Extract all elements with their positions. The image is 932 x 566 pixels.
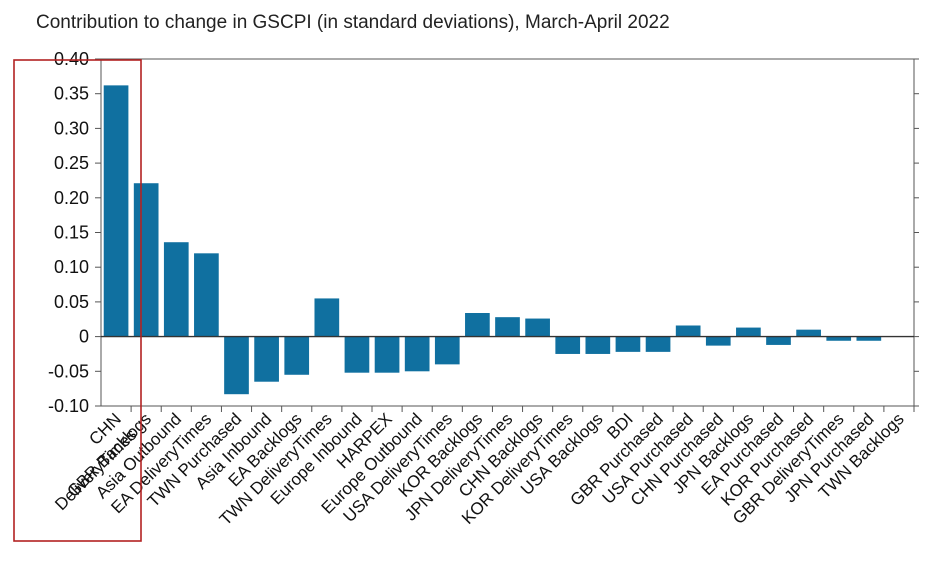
bar — [163, 242, 189, 337]
bar — [705, 336, 731, 346]
bar — [585, 336, 611, 354]
y-tick-label: 0.25 — [54, 153, 89, 173]
bar — [766, 336, 791, 345]
y-tick-label: -0.05 — [48, 361, 89, 381]
bar — [103, 85, 129, 337]
bar — [465, 313, 490, 337]
plot-area — [100, 58, 915, 407]
bar — [374, 336, 400, 373]
bar — [194, 253, 219, 337]
bar — [224, 336, 249, 395]
overlay — [13, 59, 142, 542]
plot-frame — [100, 58, 915, 407]
bar — [434, 336, 460, 365]
chart-title: Contribution to change in GSCPI (in stan… — [36, 12, 670, 33]
highlight-box — [13, 59, 142, 542]
y-tick-label: 0.30 — [54, 118, 89, 138]
y-tick-label: -0.10 — [48, 396, 89, 416]
bar — [856, 336, 882, 341]
bar — [525, 318, 550, 337]
bars — [103, 85, 912, 395]
y-tick-label: 0.15 — [54, 223, 89, 243]
y-tick-label: 0.20 — [54, 188, 89, 208]
bar — [404, 336, 430, 372]
bar — [555, 336, 581, 354]
y-tick-label: 0.35 — [54, 84, 89, 104]
bar — [314, 298, 340, 337]
bar — [796, 329, 821, 337]
bar — [826, 336, 852, 341]
bar — [254, 336, 279, 382]
bar — [615, 336, 641, 352]
y-tick-label: 0.05 — [54, 292, 89, 312]
bar — [344, 336, 370, 373]
bar — [495, 317, 520, 337]
bar — [645, 336, 671, 352]
bar — [284, 336, 310, 375]
y-tick-label: 0 — [79, 327, 89, 347]
y-tick-label: 0.10 — [54, 257, 89, 277]
y-tick-labels: 0.40 0.35 0.30 0.25 0.20 0.15 0.10 0.05 0 -0.05 -0… — [48, 49, 89, 416]
axes — [95, 58, 919, 412]
y-tick-label: 0.40 — [54, 49, 89, 69]
bar — [736, 327, 761, 337]
bar — [675, 325, 701, 337]
bar — [133, 183, 159, 337]
